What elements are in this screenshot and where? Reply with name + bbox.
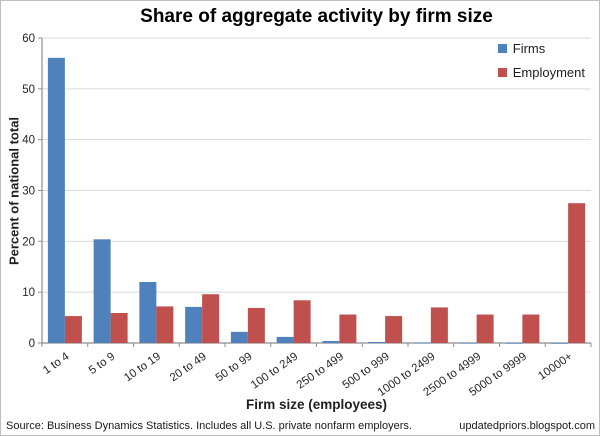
y-tick-label: 20 bbox=[22, 236, 35, 248]
bar-firms-3 bbox=[185, 306, 203, 343]
x-tick-label: 250 to 499 bbox=[295, 351, 346, 392]
source-note: Source: Business Dynamics Statistics. In… bbox=[6, 420, 412, 432]
bar-employment-4 bbox=[247, 307, 265, 343]
legend: Firms Employment bbox=[497, 41, 585, 80]
bar-firms-4 bbox=[230, 331, 248, 343]
bar-employment-10 bbox=[522, 314, 540, 343]
x-axis-title: Firm size (employees) bbox=[245, 397, 388, 412]
legend-item-firms: Firms bbox=[497, 41, 585, 56]
y-tick-label: 50 bbox=[22, 84, 35, 96]
bar-firms-11 bbox=[551, 342, 569, 344]
bar-firms-0 bbox=[47, 57, 65, 343]
legend-label-employment: Employment bbox=[512, 65, 585, 80]
bar-firms-7 bbox=[368, 341, 386, 343]
y-tick-label: 0 bbox=[29, 338, 35, 350]
footer: Source: Business Dynamics Statistics. In… bbox=[6, 420, 595, 432]
bar-employment-0 bbox=[64, 316, 82, 343]
x-tick-label: 1 to 4 bbox=[41, 350, 72, 377]
bar-firms-10 bbox=[505, 342, 523, 344]
bar-firms-5 bbox=[276, 336, 294, 343]
x-tick-label: 5 to 9 bbox=[87, 351, 117, 377]
bar-employment-5 bbox=[293, 300, 311, 343]
x-tick-label: 10 to 19 bbox=[122, 351, 163, 385]
bar-employment-9 bbox=[476, 314, 494, 343]
x-tick-label: 20 to 49 bbox=[168, 351, 209, 385]
y-tick-label: 30 bbox=[22, 186, 35, 198]
y-tick-label: 60 bbox=[22, 33, 35, 45]
bar-firms-6 bbox=[322, 340, 340, 343]
legend-label-firms: Firms bbox=[512, 41, 546, 56]
bar-employment-2 bbox=[156, 306, 174, 343]
x-tick-label: 100 to 249 bbox=[249, 351, 300, 392]
bar-employment-6 bbox=[339, 314, 357, 343]
y-axis-title: Percent of national total bbox=[6, 116, 22, 266]
bar-firms-2 bbox=[139, 282, 157, 343]
bar-employment-3 bbox=[202, 294, 220, 343]
firms-swatch-icon bbox=[497, 44, 507, 53]
bar-employment-8 bbox=[430, 307, 448, 343]
bar-employment-11 bbox=[568, 203, 586, 343]
bar-firms-1 bbox=[93, 239, 111, 343]
site-credit: updatedpriors.blogspot.com bbox=[459, 420, 595, 432]
employment-swatch-icon bbox=[497, 68, 507, 77]
legend-item-employment: Employment bbox=[497, 65, 585, 80]
bar-employment-7 bbox=[385, 316, 403, 343]
bar-firms-8 bbox=[413, 342, 431, 344]
chart-title: Share of aggregate activity by firm size bbox=[140, 6, 493, 27]
bar-firms-9 bbox=[459, 342, 477, 344]
y-tick-label: 10 bbox=[22, 287, 35, 299]
x-tick-label: 10000+ bbox=[536, 350, 575, 382]
y-tick-label: 40 bbox=[22, 135, 35, 147]
x-tick-label: 50 to 99 bbox=[214, 351, 255, 385]
bar-employment-1 bbox=[110, 313, 128, 343]
